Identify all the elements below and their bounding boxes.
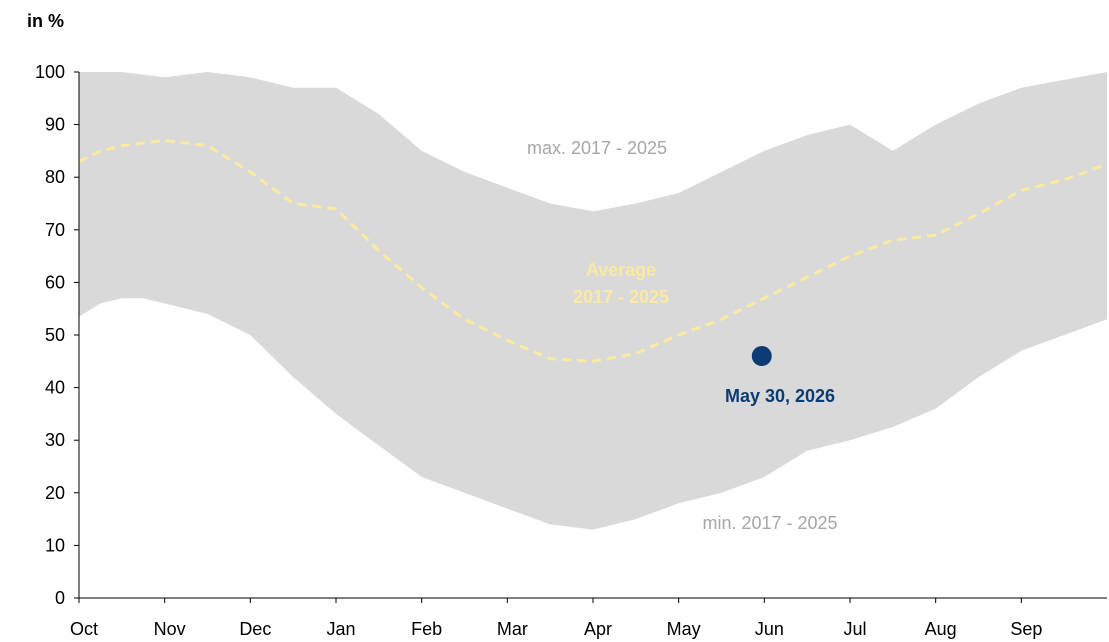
x-tick-label: Apr: [584, 619, 612, 639]
y-tick-label: 30: [45, 430, 65, 450]
x-tick-label: Feb: [411, 619, 442, 639]
y-tick-labels: 0 10 20 30 40 50 60 70 80 90 100: [35, 62, 65, 608]
x-tick-label: Nov: [154, 619, 186, 639]
x-tick-label: Mar: [497, 619, 528, 639]
average-line: [78, 138, 1108, 363]
x-tick-label: Jul: [843, 619, 866, 639]
y-tick-label: 0: [55, 588, 65, 608]
y-tick-label: 10: [45, 535, 65, 555]
y-tick-label: 50: [45, 325, 65, 345]
current-point-marker: [751, 346, 772, 367]
y-axis-label: in %: [27, 11, 64, 31]
y-tick-label: 80: [45, 167, 65, 187]
x-tick-label: Aug: [925, 619, 957, 639]
min-max-band: [79, 72, 1107, 530]
x-tick-label: Oct: [70, 619, 98, 639]
band-area: [79, 72, 1107, 530]
current-point-label: May 30, 2026: [725, 386, 835, 406]
x-tick-label: Jun: [755, 619, 784, 639]
min-band-label: min. 2017 - 2025: [702, 513, 837, 533]
x-tick-labels: Oct Nov Dec Jan Feb Mar Apr May Jun Jul Aug Sep: [70, 619, 1042, 639]
y-tick-label: 20: [45, 483, 65, 503]
average-series-line: [78, 138, 1108, 363]
max-band-label: max. 2017 - 2025: [527, 138, 667, 158]
x-tick-label: May: [667, 619, 701, 639]
y-tick-label: 60: [45, 272, 65, 292]
x-tick-label: Jan: [326, 619, 355, 639]
y-tick-label: 40: [45, 378, 65, 398]
average-label-line2: 2017 - 2025: [573, 287, 669, 307]
x-tick-label: Dec: [239, 619, 271, 639]
axes: [74, 71, 1107, 603]
current-point: [751, 346, 772, 367]
average-label-line1: Average: [586, 260, 656, 280]
x-tick-label: Sep: [1010, 619, 1042, 639]
y-tick-label: 70: [45, 220, 65, 240]
y-tick-label: 90: [45, 115, 65, 135]
y-tick-label: 100: [35, 62, 65, 82]
